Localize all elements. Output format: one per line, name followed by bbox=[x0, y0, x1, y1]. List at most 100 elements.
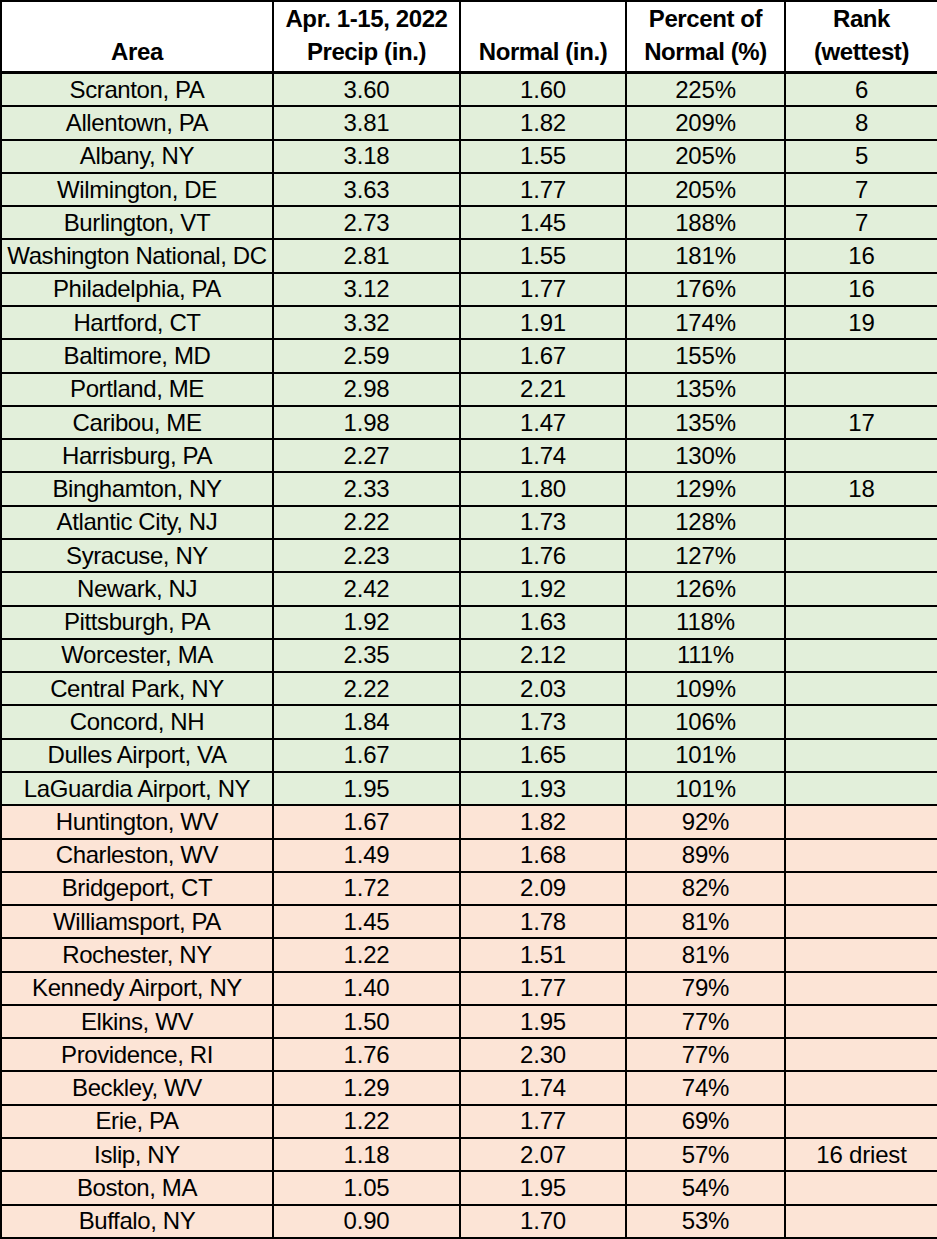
table-row: Concord, NH 1.84 1.73 106% bbox=[1, 705, 937, 738]
percent-cell: 81% bbox=[626, 905, 785, 938]
normal-cell: 1.67 bbox=[460, 339, 626, 372]
col-header-precip: Apr. 1-15, 2022 Precip (in.) bbox=[273, 1, 460, 73]
area-cell: Baltimore, MD bbox=[1, 339, 273, 372]
table-row: Scranton, PA 3.60 1.60 225% 6 bbox=[1, 73, 937, 107]
table-row: Central Park, NY 2.22 2.03 109% bbox=[1, 672, 937, 705]
table-row: Kennedy Airport, NY 1.40 1.77 79% bbox=[1, 972, 937, 1005]
normal-cell: 1.80 bbox=[460, 472, 626, 505]
area-cell: Burlington, VT bbox=[1, 206, 273, 239]
rank-cell bbox=[785, 839, 937, 872]
table-row: Islip, NY 1.18 2.07 57% 16 driest bbox=[1, 1138, 937, 1171]
normal-cell: 2.09 bbox=[460, 872, 626, 905]
percent-cell: 111% bbox=[626, 639, 785, 672]
precip-cell: 1.40 bbox=[273, 972, 460, 1005]
percent-cell: 174% bbox=[626, 306, 785, 339]
rank-cell bbox=[785, 872, 937, 905]
precip-cell: 3.60 bbox=[273, 73, 460, 107]
normal-cell: 1.78 bbox=[460, 905, 626, 938]
rank-cell: 5 bbox=[785, 140, 937, 173]
normal-cell: 1.45 bbox=[460, 206, 626, 239]
area-cell: Bridgeport, CT bbox=[1, 872, 273, 905]
header-row: Area Apr. 1-15, 2022 Precip (in.) Normal… bbox=[1, 1, 937, 73]
table-row: Erie, PA 1.22 1.77 69% bbox=[1, 1105, 937, 1138]
rank-cell bbox=[785, 739, 937, 772]
percent-cell: 89% bbox=[626, 839, 785, 872]
area-cell: Huntington, WV bbox=[1, 805, 273, 838]
area-cell: Williamsport, PA bbox=[1, 905, 273, 938]
normal-cell: 1.82 bbox=[460, 106, 626, 139]
table-row: Buffalo, NY 0.90 1.70 53% bbox=[1, 1205, 937, 1238]
col-header-rank: Rank (wettest) bbox=[785, 1, 937, 73]
header-line2: Area bbox=[2, 35, 272, 68]
header-line2: (wettest) bbox=[786, 35, 937, 68]
rank-cell bbox=[785, 1038, 937, 1071]
normal-cell: 1.77 bbox=[460, 972, 626, 1005]
area-cell: Syracuse, NY bbox=[1, 539, 273, 572]
precip-cell: 1.49 bbox=[273, 839, 460, 872]
percent-cell: 57% bbox=[626, 1138, 785, 1171]
rank-cell bbox=[785, 805, 937, 838]
percent-cell: 109% bbox=[626, 672, 785, 705]
area-cell: Newark, NJ bbox=[1, 572, 273, 605]
precip-cell: 2.33 bbox=[273, 472, 460, 505]
normal-cell: 1.91 bbox=[460, 306, 626, 339]
rank-cell bbox=[785, 1171, 937, 1204]
rank-cell bbox=[785, 639, 937, 672]
area-cell: Providence, RI bbox=[1, 1038, 273, 1071]
percent-cell: 53% bbox=[626, 1205, 785, 1238]
rank-cell: 8 bbox=[785, 106, 937, 139]
percent-cell: 130% bbox=[626, 439, 785, 472]
precip-cell: 1.29 bbox=[273, 1071, 460, 1104]
normal-cell: 1.77 bbox=[460, 1105, 626, 1138]
percent-cell: 118% bbox=[626, 606, 785, 639]
normal-cell: 1.70 bbox=[460, 1205, 626, 1238]
normal-cell: 2.07 bbox=[460, 1138, 626, 1171]
area-cell: Albany, NY bbox=[1, 140, 273, 173]
rank-cell bbox=[785, 672, 937, 705]
area-cell: Elkins, WV bbox=[1, 1005, 273, 1038]
table-row: Elkins, WV 1.50 1.95 77% bbox=[1, 1005, 937, 1038]
normal-cell: 1.74 bbox=[460, 1071, 626, 1104]
percent-cell: 209% bbox=[626, 106, 785, 139]
table-row: Wilmington, DE 3.63 1.77 205% 7 bbox=[1, 173, 937, 206]
table-row: Syracuse, NY 2.23 1.76 127% bbox=[1, 539, 937, 572]
percent-cell: 188% bbox=[626, 206, 785, 239]
precip-cell: 2.73 bbox=[273, 206, 460, 239]
normal-cell: 1.73 bbox=[460, 506, 626, 539]
rank-cell bbox=[785, 339, 937, 372]
area-cell: Portland, ME bbox=[1, 373, 273, 406]
area-cell: Binghamton, NY bbox=[1, 472, 273, 505]
precip-cell: 1.67 bbox=[273, 739, 460, 772]
precip-cell: 3.63 bbox=[273, 173, 460, 206]
percent-cell: 135% bbox=[626, 373, 785, 406]
precip-cell: 3.18 bbox=[273, 140, 460, 173]
col-header-area: Area bbox=[1, 1, 273, 73]
rank-cell bbox=[785, 1005, 937, 1038]
col-header-normal: Normal (in.) bbox=[460, 1, 626, 73]
rank-cell: 16 driest bbox=[785, 1138, 937, 1171]
area-cell: Charleston, WV bbox=[1, 839, 273, 872]
area-cell: Pittsburgh, PA bbox=[1, 606, 273, 639]
precip-cell: 1.45 bbox=[273, 905, 460, 938]
normal-cell: 1.74 bbox=[460, 439, 626, 472]
normal-cell: 1.77 bbox=[460, 173, 626, 206]
percent-cell: 101% bbox=[626, 739, 785, 772]
precip-cell: 2.81 bbox=[273, 239, 460, 272]
precip-cell: 3.81 bbox=[273, 106, 460, 139]
precip-cell: 1.84 bbox=[273, 705, 460, 738]
table-row: Worcester, MA 2.35 2.12 111% bbox=[1, 639, 937, 672]
normal-cell: 1.95 bbox=[460, 1005, 626, 1038]
precip-cell: 1.95 bbox=[273, 772, 460, 805]
area-cell: Dulles Airport, VA bbox=[1, 739, 273, 772]
header-line1: Apr. 1-15, 2022 bbox=[274, 2, 459, 35]
precip-cell: 1.18 bbox=[273, 1138, 460, 1171]
area-cell: Kennedy Airport, NY bbox=[1, 972, 273, 1005]
area-cell: Philadelphia, PA bbox=[1, 273, 273, 306]
table-row: Williamsport, PA 1.45 1.78 81% bbox=[1, 905, 937, 938]
table-row: Dulles Airport, VA 1.67 1.65 101% bbox=[1, 739, 937, 772]
percent-cell: 74% bbox=[626, 1071, 785, 1104]
header-line2: Normal (in.) bbox=[461, 35, 625, 68]
percent-cell: 79% bbox=[626, 972, 785, 1005]
area-cell: Harrisburg, PA bbox=[1, 439, 273, 472]
percent-cell: 181% bbox=[626, 239, 785, 272]
